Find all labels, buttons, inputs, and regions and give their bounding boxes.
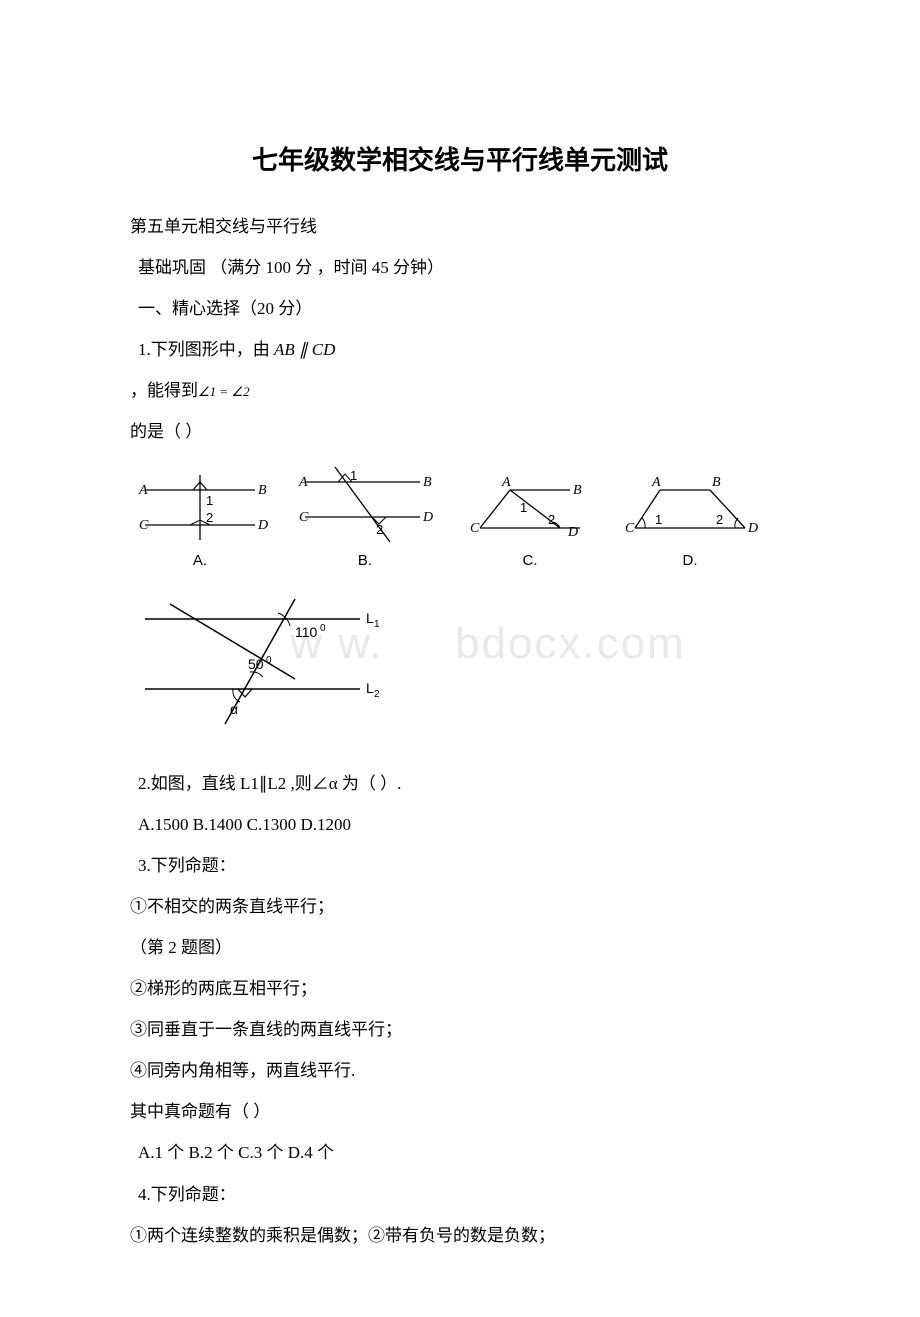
figure-a-label: A. (193, 552, 207, 569)
section-heading: 一、精心选择（20 分） (130, 289, 790, 328)
svg-text:2: 2 (374, 689, 380, 700)
q1-math-abcd: AB ∥ CD (274, 340, 335, 359)
svg-text:D: D (257, 518, 268, 533)
svg-text:1: 1 (520, 500, 527, 515)
q2-svg: L1 L2 1100 500 α (130, 589, 430, 739)
svg-text:110: 110 (295, 624, 318, 640)
svg-text:D: D (747, 521, 758, 536)
q2-figure-container: w w. bdocx.com L1 L2 1100 500 α (130, 589, 790, 744)
figure-b-block: A B C D 1 2 B. (290, 462, 440, 569)
svg-text:B: B (573, 483, 582, 498)
svg-text:C: C (139, 518, 149, 533)
svg-text:D: D (422, 510, 433, 525)
svg-text:1: 1 (374, 619, 380, 630)
svg-text:L: L (366, 610, 374, 626)
q1-figures-row: A B C D 1 2 A. A B C D 1 2 B. (130, 462, 790, 569)
q3-note: （第 2 题图） (130, 928, 790, 967)
q1-stem-part3: 的是（ ） (130, 412, 790, 451)
figure-d-block: A B C D 1 2 D. (620, 470, 760, 569)
svg-text:C: C (625, 521, 635, 536)
q1-math-angles: ∠1 = ∠2 (198, 384, 250, 399)
svg-text:D: D (567, 525, 578, 540)
q1-text-b: ，能得到 (130, 381, 198, 400)
figure-c-block: A B C D 1 2 C. (460, 470, 600, 569)
q1-stem-part1: 1.下列图形中，由 AB ∥ CD (130, 330, 790, 369)
figure-c-svg: A B C D 1 2 (460, 470, 600, 550)
figure-d-label: D. (683, 552, 698, 569)
figure-b-svg: A B C D 1 2 (290, 462, 440, 550)
svg-text:B: B (712, 475, 721, 490)
svg-text:L: L (366, 680, 374, 696)
figure-c-label: C. (523, 552, 538, 569)
svg-text:B: B (258, 483, 267, 498)
svg-text:C: C (470, 521, 480, 536)
figure-a-svg: A B C D 1 2 (130, 470, 270, 550)
svg-text:B: B (423, 475, 432, 490)
svg-text:A: A (651, 475, 661, 490)
page-title: 七年级数学相交线与平行线单元测试 (130, 140, 790, 177)
figure-a-block: A B C D 1 2 A. (130, 470, 270, 569)
svg-text:1: 1 (655, 512, 662, 527)
figure-b-label: B. (358, 552, 372, 569)
svg-text:50: 50 (248, 656, 264, 672)
q1-text-a: 1.下列图形中，由 (138, 340, 274, 359)
svg-text:0: 0 (320, 623, 326, 634)
q4-stem: 4.下列命题： (130, 1175, 790, 1214)
q3-p3: ③同垂直于一条直线的两直线平行； (130, 1010, 790, 1049)
svg-text:2: 2 (206, 510, 213, 525)
svg-text:1: 1 (206, 493, 213, 508)
svg-text:C: C (299, 510, 309, 525)
figure-d-svg: A B C D 1 2 (620, 470, 760, 550)
q3-p4: ④同旁内角相等，两直线平行. (130, 1051, 790, 1090)
svg-text:A: A (501, 475, 511, 490)
q2-options: A.1500 B.1400 C.1300 D.1200 (130, 805, 790, 844)
subtitle-line: 第五单元相交线与平行线 (130, 207, 790, 246)
score-time-line: 基础巩固 （满分 100 分 ，时间 45 分钟） (130, 248, 790, 287)
svg-text:0: 0 (266, 655, 272, 666)
watermark-right: bdocx.com (455, 619, 686, 669)
q3-p2: ②梯形的两底互相平行； (130, 969, 790, 1008)
q3-end: 其中真命题有（ ） (130, 1092, 790, 1131)
svg-text:A: A (298, 475, 308, 490)
q1-stem-part2: ，能得到∠1 = ∠2 (130, 371, 790, 410)
svg-text:α: α (230, 701, 238, 717)
svg-text:A: A (138, 483, 148, 498)
q3-p1: ①不相交的两条直线平行； (130, 887, 790, 926)
q4-p1: ①两个连续整数的乘积是偶数；②带有负号的数是负数； (130, 1216, 790, 1255)
svg-text:2: 2 (716, 512, 723, 527)
q3-options: A.1 个 B.2 个 C.3 个 D.4 个 (130, 1133, 790, 1172)
q3-stem: 3.下列命题： (130, 846, 790, 885)
q2-stem: 2.如图，直线 L1∥L2 ,则∠α 为（ ）. (130, 764, 790, 803)
svg-text:2: 2 (548, 512, 555, 527)
svg-text:2: 2 (376, 522, 383, 537)
